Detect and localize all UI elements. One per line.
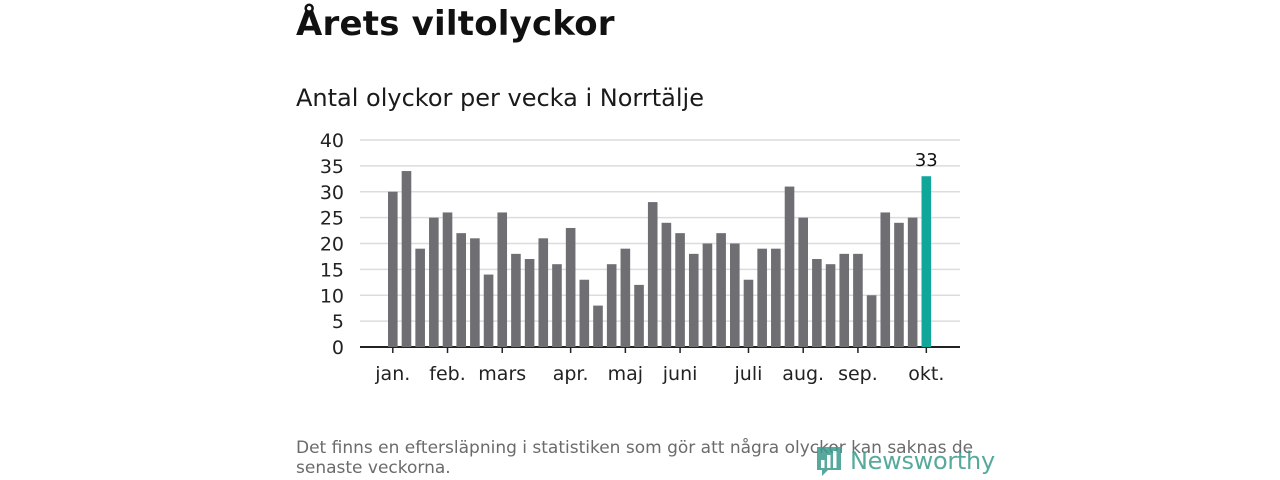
bar <box>771 248 781 347</box>
bar-chart: 0 5 10 15 20 25 30 35 40 jan. feb. mars apr. maj juni… <box>320 130 960 385</box>
bar <box>579 279 590 347</box>
bar <box>593 305 603 347</box>
bar <box>483 274 494 347</box>
x-tick-label: juli <box>734 363 763 385</box>
bar <box>730 243 740 347</box>
bar <box>429 217 439 348</box>
bar <box>524 259 535 347</box>
bar <box>565 227 576 347</box>
x-tick-label: mars <box>478 363 526 385</box>
bar <box>812 259 822 347</box>
y-tick-label: 0 <box>332 337 344 359</box>
newsworthy-logo: Newsworthy <box>814 444 995 478</box>
bar <box>853 253 863 347</box>
y-tick-label: 25 <box>320 208 344 230</box>
bar <box>456 233 466 347</box>
x-tick-label: sep. <box>838 363 878 385</box>
bar <box>388 191 398 347</box>
newsworthy-logo-icon <box>817 447 841 476</box>
bar <box>894 222 904 347</box>
bar <box>497 212 508 347</box>
bar-value-label: 33 <box>915 150 938 171</box>
y-tick-label: 10 <box>320 285 344 307</box>
bar <box>866 295 877 347</box>
bar <box>538 238 549 347</box>
x-tick-label: apr. <box>553 363 589 385</box>
bar <box>688 253 699 347</box>
bar <box>415 248 425 347</box>
bar <box>647 202 658 347</box>
bar <box>606 264 617 347</box>
bar-highlight <box>921 176 932 347</box>
bar <box>511 253 521 347</box>
x-tick-label: jan. <box>374 363 410 385</box>
footnote: Det finns en eftersläpning i statistiken… <box>296 438 974 478</box>
bar <box>702 243 713 347</box>
bar <box>798 217 808 348</box>
bar <box>675 233 685 347</box>
bar <box>661 222 672 347</box>
bar <box>825 264 836 347</box>
bar <box>620 248 631 347</box>
y-tick-label: 30 <box>320 182 344 204</box>
bar <box>716 233 726 347</box>
bar <box>757 248 767 347</box>
x-tick-label: feb. <box>429 363 465 385</box>
bars <box>388 171 932 348</box>
bar <box>552 264 562 347</box>
data-labels: 33 <box>915 150 938 171</box>
y-tick-label: 15 <box>320 259 344 281</box>
bar <box>839 253 850 347</box>
bar <box>634 284 644 347</box>
bar <box>907 217 918 348</box>
bar <box>743 279 754 347</box>
x-tick-label: juni <box>662 363 698 385</box>
x-axis-ticks: jan. feb. mars apr. maj juni juli aug. sep. okt. <box>374 347 944 385</box>
logo-text: Newsworthy <box>850 447 995 475</box>
chart-subtitle: Antal olyckor per vecka i Norrtälje <box>296 84 704 112</box>
y-tick-label: 20 <box>320 234 344 256</box>
y-tick-label: 40 <box>320 130 344 152</box>
x-tick-label: aug. <box>782 363 824 385</box>
x-tick-label: okt. <box>908 363 944 385</box>
y-tick-label: 5 <box>332 311 344 333</box>
y-axis-ticks: 0 5 10 15 20 25 30 35 40 <box>320 130 344 359</box>
bar <box>784 186 795 347</box>
bar <box>442 212 453 347</box>
y-tick-label: 35 <box>320 156 344 178</box>
bar <box>470 238 480 347</box>
bar <box>880 212 891 347</box>
x-tick-label: maj <box>608 363 643 385</box>
page-title: Årets viltolyckor <box>296 4 615 44</box>
chart-container: Årets viltolyckor Antal olyckor per veck… <box>296 0 996 480</box>
bar <box>401 171 412 347</box>
